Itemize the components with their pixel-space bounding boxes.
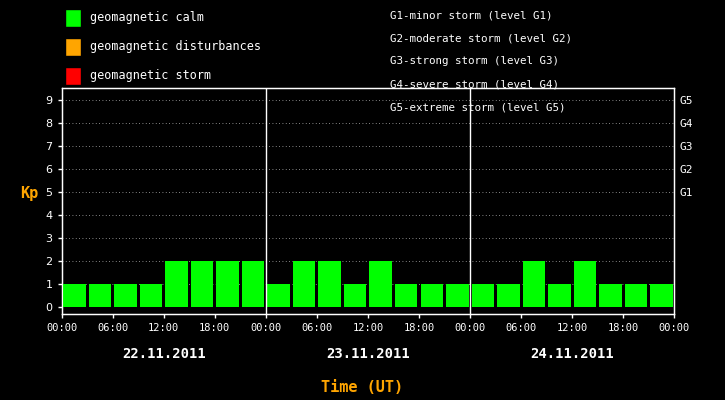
- Text: geomagnetic disturbances: geomagnetic disturbances: [90, 40, 261, 53]
- Text: G3-strong storm (level G3): G3-strong storm (level G3): [390, 56, 559, 66]
- Bar: [242, 261, 265, 307]
- Bar: [115, 284, 137, 307]
- Text: 24.11.2011: 24.11.2011: [530, 347, 614, 361]
- Bar: [625, 284, 647, 307]
- Bar: [318, 261, 341, 307]
- Bar: [548, 284, 571, 307]
- Bar: [165, 261, 188, 307]
- Y-axis label: Kp: Kp: [20, 186, 38, 201]
- Text: G5-extreme storm (level G5): G5-extreme storm (level G5): [390, 103, 566, 113]
- Text: Time (UT): Time (UT): [321, 380, 404, 396]
- Bar: [395, 284, 418, 307]
- Bar: [191, 261, 213, 307]
- Bar: [523, 261, 545, 307]
- Bar: [420, 284, 443, 307]
- Bar: [293, 261, 315, 307]
- Bar: [344, 284, 366, 307]
- Bar: [268, 284, 290, 307]
- Text: 23.11.2011: 23.11.2011: [326, 347, 410, 361]
- Text: G4-severe storm (level G4): G4-severe storm (level G4): [390, 80, 559, 90]
- Bar: [88, 284, 111, 307]
- Text: 22.11.2011: 22.11.2011: [122, 347, 206, 361]
- Text: geomagnetic calm: geomagnetic calm: [90, 12, 204, 24]
- Bar: [650, 284, 673, 307]
- Bar: [497, 284, 520, 307]
- Bar: [573, 261, 596, 307]
- Bar: [63, 284, 86, 307]
- Bar: [471, 284, 494, 307]
- Text: G1-minor storm (level G1): G1-minor storm (level G1): [390, 10, 552, 20]
- Text: geomagnetic storm: geomagnetic storm: [90, 69, 211, 82]
- Bar: [216, 261, 239, 307]
- Bar: [446, 284, 468, 307]
- Bar: [140, 284, 162, 307]
- Bar: [370, 261, 392, 307]
- Text: G2-moderate storm (level G2): G2-moderate storm (level G2): [390, 33, 572, 43]
- Bar: [599, 284, 621, 307]
